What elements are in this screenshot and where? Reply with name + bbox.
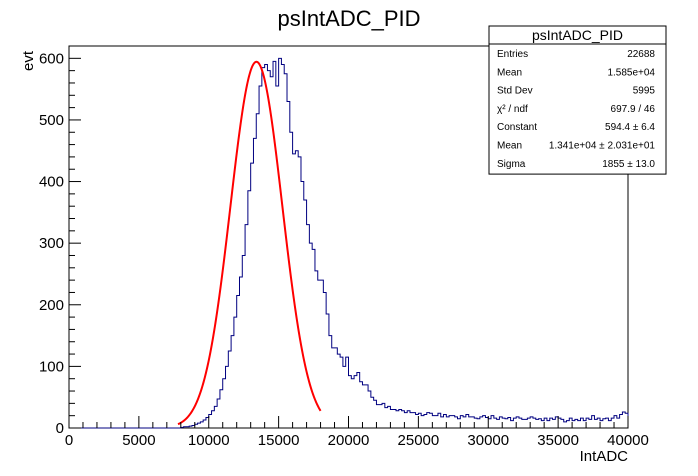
gaussian-fit-curve [177,60,322,426]
stats-box-frame [488,25,667,175]
x-tick-label: 15000 [258,432,300,449]
y-tick-label: 600 [39,50,64,67]
stats-row-value: 1855 ± 13.0 [602,159,655,170]
stats-row-label: χ² / ndf [497,104,528,115]
chart-title: psIntADC_PID [277,6,420,31]
stats-row-value: 1.585e+04 [607,67,655,78]
y-tick-label: 100 [39,358,64,375]
x-axis-label: IntADC [580,448,629,465]
stats-row-value: 22688 [627,49,655,60]
y-tick-label: 300 [39,235,64,252]
x-tick-label: 5000 [122,432,155,449]
y-tick-label: 200 [39,297,64,314]
y-tick-label: 0 [56,420,64,437]
stats-row-label: Constant [497,122,537,133]
stats-row-value: 697.9 / 46 [611,104,656,115]
stats-row-label: Sigma [497,159,526,170]
x-tick-label: 25000 [398,432,440,449]
x-tick-label: 40000 [607,432,649,449]
x-tick-label: 30000 [467,432,509,449]
x-tick-label: 35000 [537,432,579,449]
stats-row-value: 594.4 ± 6.4 [605,122,655,133]
stats-row-label: Std Dev [497,86,533,97]
y-axis-label: evt [20,50,37,71]
plot-area: 0 5000 10000 15000 20000 25000 30000 35000 40000… [39,45,649,449]
stats-box-title: psIntADC_PID [532,27,623,43]
y-tick-label: 400 [39,174,64,191]
stats-row-label: Mean [497,67,522,78]
stats-row-label: Entries [497,49,528,60]
y-tick-label: 500 [39,112,64,129]
x-tick-label: 0 [65,432,73,449]
x-tick-label: 10000 [188,432,230,449]
stats-box: psIntADC_PID Entries 22688 Mean 1.585e+04 Std… [488,25,667,175]
stats-row-value: 1.341e+04 ± 2.031e+01 [549,141,656,152]
histogram-series [69,57,629,429]
stats-row-label: Mean [497,141,522,152]
x-tick-label: 20000 [328,432,370,449]
stats-row-value: 5995 [633,86,656,97]
